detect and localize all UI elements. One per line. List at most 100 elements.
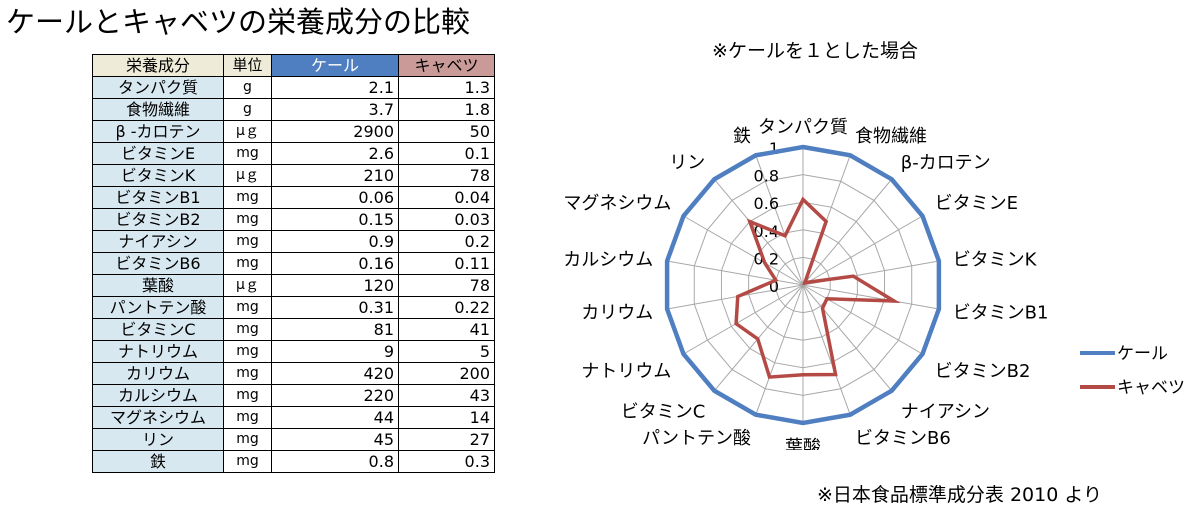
header-unit: 単位	[223, 54, 272, 77]
table-row: 食物繊維 g 3.7 1.8	[92, 98, 495, 121]
unit-cell: mg	[223, 362, 272, 385]
nutrient-name-cell: ビタミンE	[92, 142, 224, 165]
tick-label: 0	[769, 277, 779, 296]
radar-tick-labels: 00.20.40.60.81	[754, 139, 779, 296]
unit-cell: mg	[223, 142, 272, 165]
kale-value-cell: 45	[271, 428, 399, 451]
nutrient-name-cell: タンパク質	[92, 76, 224, 99]
page-title: ケールとキャベツの栄養成分の比較	[6, 5, 471, 39]
nutrient-name-cell: カリウム	[92, 362, 224, 385]
grid-spoke	[713, 178, 804, 286]
grid-spoke	[802, 284, 923, 355]
kale-value-cell: 9	[271, 340, 399, 363]
cabbage-value-cell: 78	[398, 164, 495, 187]
nutrient-name-cell: ビタミンB1	[92, 186, 224, 209]
category-label: ビタミンC	[621, 401, 706, 422]
table-row: 鉄 mg 0.8 0.3	[92, 450, 495, 473]
nutrient-name-cell: ビタミンB2	[92, 208, 224, 231]
tick-label: 1	[769, 139, 779, 158]
category-label: カルシウム	[563, 250, 653, 271]
cabbage-value-cell: 27	[398, 428, 495, 451]
table-row: タンパク質 g 2.1 1.3	[92, 76, 495, 99]
table-row: ビタミンB1 mg 0.06 0.04	[92, 186, 495, 209]
cabbage-value-cell: 0.1	[398, 142, 495, 165]
cabbage-value-cell: 0.04	[398, 186, 495, 209]
unit-cell: mg	[223, 384, 272, 407]
table-row: ビタミンC mg 81 41	[92, 318, 495, 341]
unit-cell: mg	[223, 252, 272, 275]
kale-value-cell: 120	[271, 274, 399, 297]
unit-cell: mg	[223, 450, 272, 473]
nutrient-name-cell: パントテン酸	[92, 296, 224, 319]
nutrient-table: 栄養成分 単位 ケール キャベツ タンパク質 g 2.1 1.3 食物繊維 g 3.7 1.8…	[92, 54, 495, 473]
unit-cell: μｇ	[223, 120, 272, 143]
table-body: タンパク質 g 2.1 1.3 食物繊維 g 3.7 1.8 β -カロテン μｇ 2900 50 ビタ…	[92, 76, 495, 473]
kale-value-cell: 220	[271, 384, 399, 407]
kale-value-cell: 0.8	[271, 450, 399, 473]
grid-spoke	[667, 260, 804, 286]
unit-cell: mg	[223, 428, 272, 451]
table-row: ナトリウム mg 9 5	[92, 340, 495, 363]
nutrient-name-cell: マグネシウム	[92, 406, 224, 429]
header-kale: ケール	[271, 54, 399, 77]
series-line	[734, 196, 901, 379]
grid-spoke	[755, 155, 804, 286]
cabbage-value-cell: 1.8	[398, 98, 495, 121]
unit-cell: mg	[223, 340, 272, 363]
grid-spoke	[755, 284, 804, 415]
kale-value-cell: 0.15	[271, 208, 399, 231]
grid-spoke	[802, 284, 939, 310]
nutrient-name-cell: β -カロテン	[92, 120, 224, 143]
cabbage-value-cell: 1.3	[398, 76, 495, 99]
kale-value-cell: 420	[271, 362, 399, 385]
grid-spoke	[802, 215, 923, 286]
category-label: マグネシウム	[563, 193, 671, 214]
cabbage-value-cell: 50	[398, 120, 495, 143]
nutrient-name-cell: ビタミンK	[92, 164, 224, 187]
nutrient-name-cell: ビタミンC	[92, 318, 224, 341]
table-row: 葉酸 μｇ 120 78	[92, 274, 495, 297]
kale-value-cell: 81	[271, 318, 399, 341]
grid-spoke	[667, 284, 804, 310]
cabbage-value-cell: 0.2	[398, 230, 495, 253]
nutrient-name-cell: カルシウム	[92, 384, 224, 407]
nutrient-name-cell: ナイアシン	[92, 230, 224, 253]
source-note: ※日本食品標準成分表 2010 より	[817, 484, 1102, 506]
cabbage-value-cell: 43	[398, 384, 495, 407]
kale-value-cell: 2.6	[271, 142, 399, 165]
radar-chart: ※ケールを１とした場合 00.20.40.60.81 タンパク質 食物繊維β-カロ…	[563, 40, 1185, 450]
nutrient-name-cell: ナトリウム	[92, 340, 224, 363]
nutrient-name-cell: リン	[92, 428, 224, 451]
table-row: リン mg 45 27	[92, 428, 495, 451]
nutrient-name-cell: 鉄	[92, 450, 224, 473]
nutrient-name-cell: 食物繊維	[92, 98, 224, 121]
unit-cell: mg	[223, 186, 272, 209]
category-label: ナイアシン	[901, 401, 990, 422]
category-label: 葉酸	[785, 437, 821, 450]
kale-value-cell: 44	[271, 406, 399, 429]
category-label: 食物繊維	[855, 126, 927, 147]
unit-cell: g	[223, 76, 272, 99]
cabbage-value-cell: 200	[398, 362, 495, 385]
cabbage-value-cell: 78	[398, 274, 495, 297]
category-label: ビタミンE	[935, 193, 1018, 214]
category-label: パントテン酸	[642, 428, 751, 449]
table-row: カリウム mg 420 200	[92, 362, 495, 385]
kale-value-cell: 0.06	[271, 186, 399, 209]
category-label: リン	[669, 153, 705, 174]
grid-spoke	[683, 215, 804, 286]
unit-cell: mg	[223, 208, 272, 231]
kale-value-cell: 3.7	[271, 98, 399, 121]
cabbage-value-cell: 0.22	[398, 296, 495, 319]
unit-cell: mg	[223, 318, 272, 341]
category-label: ビタミンK	[953, 250, 1038, 271]
unit-cell: μｇ	[223, 164, 272, 187]
legend-label: キャベツ	[1117, 378, 1185, 398]
unit-cell: mg	[223, 230, 272, 253]
kale-value-cell: 210	[271, 164, 399, 187]
kale-value-cell: 2900	[271, 120, 399, 143]
category-label: タンパク質	[758, 117, 848, 138]
cabbage-value-cell: 41	[398, 318, 495, 341]
chart-title: ※ケールを１とした場合	[712, 40, 918, 62]
category-label: カリウム	[581, 302, 653, 323]
